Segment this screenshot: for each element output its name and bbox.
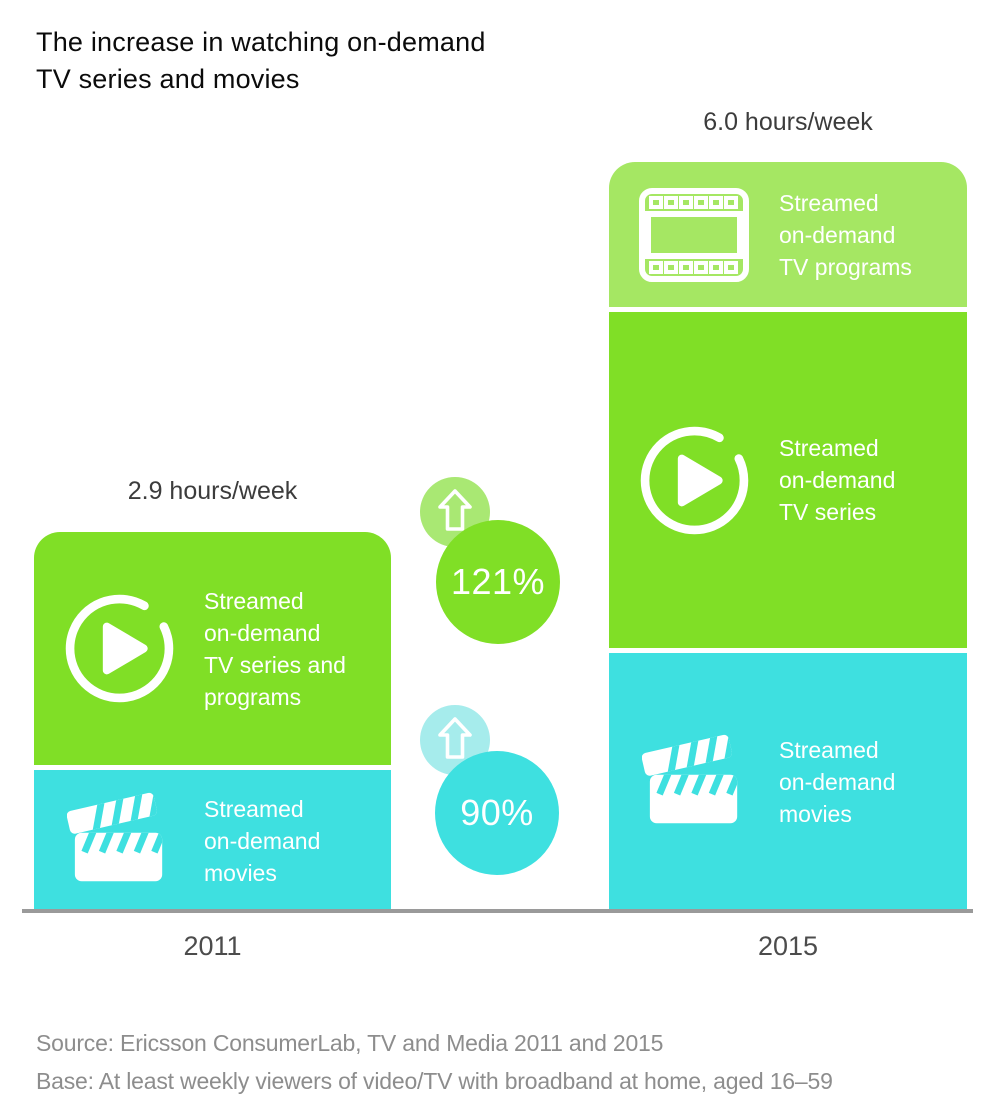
bar-segment-2015-tv-programs: Streamed on-demand TV programs <box>609 162 967 307</box>
play-circle-icon <box>60 591 178 706</box>
segment-label: Streamed on-demand movies <box>204 795 321 886</box>
clapperboard-icon <box>60 792 178 889</box>
tv-increase-circle: 121% <box>436 520 560 644</box>
x-axis-label-2015: 2015 <box>757 931 819 961</box>
segment-label: Streamed on-demand TV series and program… <box>204 587 346 710</box>
total-label-2011: 2.9 hours/week <box>127 477 298 505</box>
bar-2015: Streamed on-demand TV programs Streamed … <box>609 162 967 911</box>
movies-increase-circle: 90% <box>435 751 559 875</box>
bar-segment-2011-movies: Streamed on-demand movies <box>34 770 391 911</box>
movies-increase-value: 90% <box>460 792 534 833</box>
segment-label: Streamed on-demand TV programs <box>779 189 912 280</box>
play-circle-icon <box>635 423 753 538</box>
bar-segment-2015-tv-series: Streamed on-demand TV series <box>609 312 967 648</box>
chart-title-line1: The increase in watching on-demand <box>36 27 486 57</box>
bar-2011: Streamed on-demand TV series and program… <box>34 532 391 911</box>
chart-title: The increase in watching on-demand TV ser… <box>36 24 486 98</box>
tv-increase-value: 121% <box>450 561 546 602</box>
clapperboard-icon <box>635 733 753 831</box>
x-axis-line <box>22 909 973 913</box>
total-label-2015: 6.0 hours/week <box>703 108 873 136</box>
up-arrow-icon <box>437 716 473 765</box>
segment-label: Streamed on-demand TV series <box>779 435 896 525</box>
x-axis-label-2011: 2011 <box>183 931 242 961</box>
source-text: Source: Ericsson ConsumerLab, TV and Med… <box>36 1030 664 1056</box>
footer: Source: Ericsson ConsumerLab, TV and Med… <box>36 1024 833 1100</box>
segment-label: Streamed on-demand movies <box>779 737 896 827</box>
film-strip-icon <box>635 187 753 283</box>
up-arrow-icon <box>437 488 473 537</box>
chart-title-line2: TV series and movies <box>36 64 300 94</box>
bar-segment-2011-tv-series: Streamed on-demand TV series and program… <box>34 532 391 765</box>
bar-segment-2015-movies: Streamed on-demand movies <box>609 653 967 911</box>
base-text: Base: At least weekly viewers of video/T… <box>36 1068 833 1094</box>
